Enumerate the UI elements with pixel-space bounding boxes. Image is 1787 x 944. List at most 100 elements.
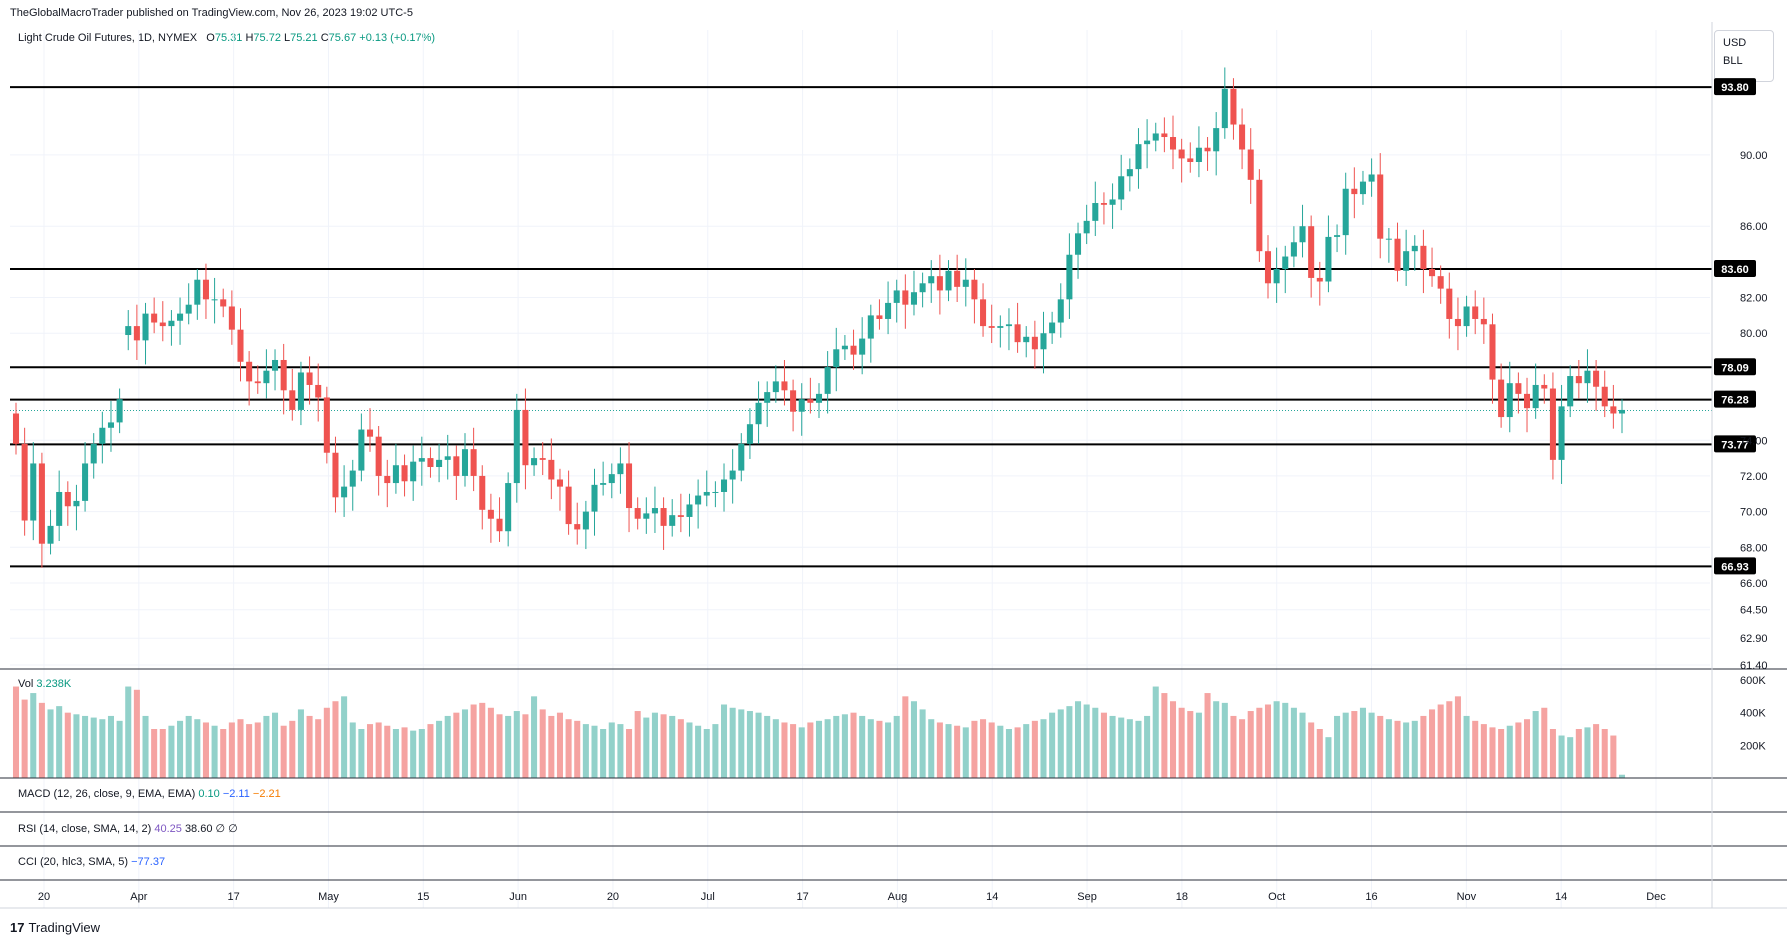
candle-body	[582, 511, 589, 530]
candle-body	[651, 508, 658, 514]
volume-bar	[220, 729, 227, 778]
volume-bar	[1144, 715, 1151, 778]
candle-body	[945, 270, 952, 291]
candle-body	[824, 367, 831, 394]
volume-bar	[1403, 722, 1410, 778]
candle-body	[807, 399, 814, 403]
volume-bar	[315, 719, 322, 778]
volume-bar	[1031, 720, 1038, 778]
candle-body	[1126, 169, 1133, 177]
currency-selector[interactable]: USD BLL	[1714, 30, 1774, 82]
candle-body	[971, 279, 978, 300]
level-price-tag	[1714, 260, 1756, 278]
volume-bar	[332, 701, 339, 778]
volume-bar	[263, 715, 270, 778]
volume-bar	[505, 715, 512, 778]
tradingview-brand[interactable]: 17 TradingView	[10, 920, 100, 935]
candle-body	[107, 422, 115, 428]
volume-bar	[297, 709, 304, 778]
candle-body	[1480, 318, 1487, 325]
candle-body	[556, 479, 563, 487]
volume-bar	[1541, 707, 1548, 778]
candle-body	[980, 299, 987, 327]
candle-body	[608, 474, 615, 484]
y-tick-label: 82.00	[1740, 293, 1768, 305]
volume-bar	[21, 699, 28, 778]
volume-bar	[798, 727, 805, 778]
main-legend: Light Crude Oil Futures, 1D, NYMEX O75.3…	[18, 32, 435, 44]
volume-bar	[531, 696, 538, 778]
volume-bar	[962, 727, 969, 778]
cci-value: −77.37	[131, 856, 166, 868]
volume-bar	[1584, 727, 1591, 778]
candle-body	[1273, 269, 1280, 284]
volume-bar	[1126, 719, 1133, 778]
unit-bll[interactable]: BLL	[1723, 55, 1743, 67]
tradingview-name: TradingView	[28, 920, 101, 935]
volume-bar	[928, 719, 935, 778]
y-tick-label: 74.00	[1740, 435, 1768, 447]
candle-body	[1075, 233, 1082, 255]
candle-body	[151, 313, 158, 323]
volume-bar	[272, 712, 279, 778]
volume-bar	[686, 722, 693, 778]
volume-bar	[1023, 724, 1030, 778]
candle-body	[686, 504, 693, 517]
volume-bar	[867, 719, 874, 778]
volume-tick-label: 400K	[1740, 708, 1766, 720]
volume-bar	[12, 686, 20, 778]
volume-bar	[1359, 707, 1366, 778]
candle-body	[574, 524, 581, 530]
level-price-label: 93.80	[1721, 82, 1749, 94]
candle-body	[1532, 384, 1539, 409]
volume-bar	[38, 702, 45, 778]
candle-body	[867, 315, 874, 339]
x-tick-label: 17	[228, 891, 240, 903]
volume-bar	[1463, 715, 1470, 778]
candle-body	[99, 427, 106, 444]
candle-body	[444, 456, 451, 460]
volume-bar	[1169, 701, 1177, 778]
candle-body	[1463, 306, 1470, 327]
candle-body	[125, 326, 132, 336]
candle-body	[1618, 409, 1626, 414]
volume-bar	[401, 727, 408, 778]
y-tick-label: 72.00	[1740, 471, 1768, 483]
volume-bar	[1049, 712, 1056, 778]
candle-body	[634, 508, 641, 519]
y-tick-label: 70.00	[1740, 507, 1768, 519]
rsi-value-2: 38.60	[184, 823, 213, 835]
volume-bar	[461, 709, 469, 778]
volume-bar	[1523, 719, 1531, 778]
volume-bar	[1385, 719, 1392, 778]
y-tick-label: 80.00	[1740, 328, 1768, 340]
x-tick-label: Nov	[1457, 891, 1477, 903]
volume-bar	[885, 722, 892, 778]
volume-bar	[151, 729, 158, 778]
candle-body	[1610, 406, 1617, 414]
volume-bar	[1135, 720, 1142, 778]
volume-bar	[246, 724, 253, 778]
candle-body	[1446, 288, 1453, 319]
candle-body	[1239, 124, 1246, 150]
volume-bar	[608, 722, 615, 778]
candle-body	[815, 393, 823, 403]
candle-body	[366, 429, 374, 437]
candle-body	[64, 491, 71, 507]
candle-body	[1118, 176, 1125, 200]
candle-body	[522, 409, 529, 466]
volume-bar	[444, 715, 451, 778]
volume-bar	[470, 704, 477, 778]
volume-bar	[1005, 729, 1012, 778]
volume-bar	[1506, 725, 1513, 778]
top-bar: TheGlobalMacroTrader published on Tradin…	[0, 0, 1787, 22]
currency-usd[interactable]: USD	[1723, 37, 1747, 49]
candle-body	[1264, 251, 1272, 284]
candle-body	[21, 443, 28, 521]
candle-body	[427, 458, 434, 468]
candle-body	[1403, 251, 1410, 271]
candle-body	[30, 463, 37, 521]
candle-body	[375, 436, 382, 476]
candle-body	[798, 399, 805, 412]
